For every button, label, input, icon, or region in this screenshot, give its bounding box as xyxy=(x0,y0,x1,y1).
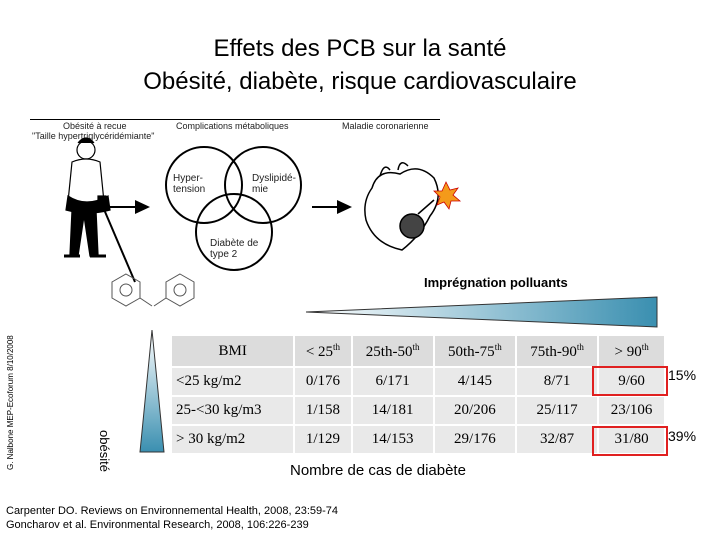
table-cell: 32/87 xyxy=(514,424,600,455)
table-row-header: 25-<30 kg/m3 xyxy=(169,395,296,426)
venn-label-1b: tension xyxy=(173,184,206,195)
molecule-icon xyxy=(111,273,195,307)
col2-label: Complications métaboliques xyxy=(176,121,289,131)
table-cell: 1/158 xyxy=(293,395,353,426)
table-row: 25-<30 kg/m3 1/158 14/181 20/206 25/117 … xyxy=(169,395,666,426)
table-cell: 31/80 xyxy=(597,424,666,455)
percentage-low-bmi: 15% xyxy=(668,367,697,383)
table-cell: 8/71 xyxy=(514,366,600,398)
obesity-label-text: obésité xyxy=(97,430,112,472)
table-cell: 14/153 xyxy=(350,424,435,455)
arrow-right-icon xyxy=(337,200,352,214)
venn-label-1a: Hyper- xyxy=(173,173,204,184)
illustration-rule xyxy=(30,119,440,120)
table-header-cell: < 25th xyxy=(293,333,353,369)
venn-label-3b: type 2 xyxy=(210,249,238,260)
table-header-cell: > 90th xyxy=(597,333,666,369)
reference-2: Goncharov et al. Environmental Research,… xyxy=(6,519,309,531)
obesity-label: obésité xyxy=(97,430,112,472)
side-credit: G. Nalbone MEP-Ecoforum 8/10/2008 xyxy=(6,335,15,470)
table-cell: 20/206 xyxy=(432,395,517,426)
col1-label: Obésité à recue xyxy=(63,121,127,131)
heart-icon xyxy=(364,162,439,251)
table-cell: 14/181 xyxy=(350,395,435,426)
bmi-diabetes-table: BMI < 25th 25th-50th 50th-75th 75th-90th… xyxy=(169,333,666,455)
table-cell: 9/60 xyxy=(597,366,666,398)
percentage-high-bmi: 39% xyxy=(668,428,697,444)
table-cell: 6/171 xyxy=(350,366,435,398)
obesity-gradient-wedge xyxy=(139,329,165,453)
table-row: <25 kg/m2 0/176 6/171 4/145 8/71 9/60 xyxy=(169,366,666,398)
slide-title-line2: Obésité, diabète, risque cardiovasculair… xyxy=(143,68,577,95)
table-header-cell: BMI xyxy=(169,333,296,369)
table-cell: 1/129 xyxy=(293,424,353,455)
table-cell: 23/106 xyxy=(597,395,666,426)
col1-sublabel: "Taille hypertriglycéridémiante" xyxy=(32,131,155,141)
explosion-icon xyxy=(433,181,462,210)
table-cell: 29/176 xyxy=(432,424,517,455)
table-cell: 4/145 xyxy=(432,366,517,398)
man-figure xyxy=(64,137,136,283)
table-cell: 25/117 xyxy=(514,395,600,426)
highlight-box-low-bmi xyxy=(592,366,668,396)
highlight-box-high-bmi xyxy=(592,426,668,456)
table-row-header: > 30 kg/m2 xyxy=(169,424,296,455)
venn-label-2a: Dyslipidé- xyxy=(252,173,296,184)
slide-title-line1: Effets des PCB sur la santé xyxy=(213,35,507,62)
reference-1: Carpenter DO. Reviews on Environnemental… xyxy=(6,505,339,517)
table-row-header: <25 kg/m2 xyxy=(169,366,296,398)
table-header-cell: 75th-90th xyxy=(514,333,600,369)
impregnation-label: Imprégnation polluants xyxy=(424,275,568,290)
table-cell: 0/176 xyxy=(293,366,353,398)
impregnation-gradient-wedge xyxy=(305,296,658,328)
table-header-cell: 50th-75th xyxy=(432,333,517,369)
col3-label: Maladie coronarienne xyxy=(342,121,429,131)
table-header-row: BMI < 25th 25th-50th 50th-75th 75th-90th… xyxy=(169,333,666,369)
venn-label-2b: mie xyxy=(252,184,269,195)
table-header-cell: 25th-50th xyxy=(350,333,435,369)
venn-label-3a: Diabète de xyxy=(210,238,259,249)
table-row: > 30 kg/m2 1/129 14/153 29/176 32/87 31/… xyxy=(169,424,666,455)
arrow-right-icon xyxy=(135,200,150,214)
table-caption: Nombre de cas de diabète xyxy=(290,462,466,479)
